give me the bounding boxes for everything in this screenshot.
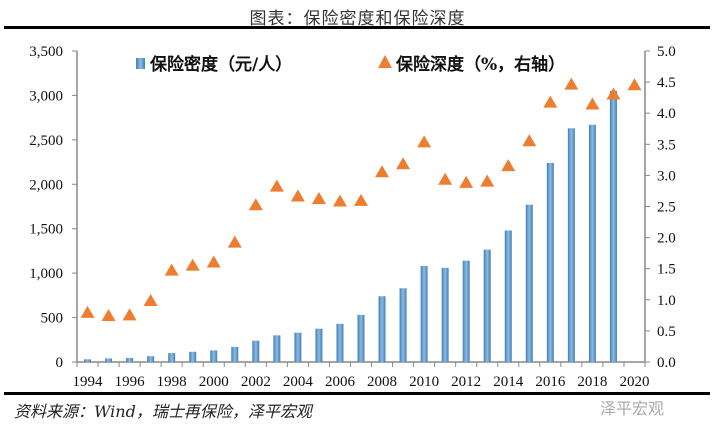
depth-marker-2020	[627, 78, 642, 91]
density-bar-2005	[315, 328, 323, 362]
depth-marker-2009	[396, 157, 411, 170]
x-tick-label: 2018	[577, 374, 607, 390]
depth-marker-2016	[543, 95, 558, 108]
depth-marker-1996	[122, 308, 137, 321]
right-tick-label: 1.0	[657, 293, 676, 309]
density-bar-1997	[147, 356, 155, 362]
depth-marker-2003	[269, 179, 284, 192]
depth-marker-2004	[290, 189, 305, 202]
legend-density-label: 保险密度（元/人）	[149, 54, 292, 75]
left-tick-label: 500	[41, 311, 64, 327]
density-bar-2011	[441, 267, 449, 362]
x-tick-label: 2004	[283, 374, 314, 390]
left-tick-label: 1,500	[29, 222, 63, 238]
left-tick-label: 2,500	[29, 133, 63, 149]
depth-marker-2005	[311, 192, 326, 205]
depth-marker-2006	[332, 194, 347, 207]
depth-marker-2007	[354, 193, 368, 206]
x-tick-label: 2008	[367, 374, 397, 390]
right-tick-label: 2.0	[657, 231, 676, 247]
depth-marker-2018	[585, 97, 600, 110]
left-tick-label: 3,500	[29, 44, 63, 60]
source-note: 资料来源：Wind，瑞士再保险，泽平宏观	[14, 402, 312, 421]
depth-marker-1994	[80, 305, 95, 318]
depth-marker-2011	[438, 172, 453, 185]
x-tick-label: 2000	[199, 374, 229, 390]
density-bar-2019	[609, 90, 617, 362]
right-tick-label: 0.0	[657, 355, 676, 371]
depth-marker-2012	[459, 175, 474, 188]
x-tick-label: 2012	[451, 374, 481, 390]
density-bar-2001	[231, 346, 239, 362]
depth-marker-2000	[206, 255, 221, 268]
x-tick-label: 2006	[325, 374, 356, 390]
x-tick-label: 2014	[493, 374, 524, 390]
legend-depth-label: 保险深度（%，右轴）	[395, 54, 565, 75]
right-tick-label: 0.5	[657, 324, 676, 340]
chart-title: 图表：保险密度和保险深度	[249, 9, 466, 29]
density-bar-2009	[399, 288, 407, 362]
right-tick-label: 4.5	[657, 75, 676, 91]
density-bar-2004	[294, 332, 302, 362]
depth-marker-1995	[101, 308, 116, 321]
depth-marker-2001	[227, 235, 242, 248]
depth-marker-2014	[501, 159, 516, 172]
density-bar-1999	[189, 351, 197, 362]
density-bar-2014	[504, 230, 512, 362]
density-bar-2003	[273, 335, 281, 362]
right-tick-label: 2.5	[657, 200, 676, 216]
right-tick-label: 5.0	[657, 44, 676, 60]
density-bar-1996	[126, 358, 134, 362]
density-bar-2007	[357, 314, 365, 362]
depth-marker-2002	[248, 198, 263, 211]
right-tick-label: 1.5	[657, 262, 676, 278]
left-tick-label: 1,000	[29, 266, 63, 282]
watermark: 泽平宏观	[600, 399, 665, 418]
density-bar-2010	[420, 266, 428, 362]
density-bar-2015	[525, 204, 533, 362]
depth-marker-1998	[164, 263, 179, 276]
density-bar-1998	[168, 353, 176, 362]
depth-marker-2008	[375, 165, 390, 178]
x-tick-label: 1998	[157, 374, 187, 390]
left-tick-label: 3,000	[29, 88, 63, 104]
density-bar-1994	[84, 359, 92, 362]
density-bar-2016	[546, 162, 554, 362]
depth-marker-2013	[480, 174, 495, 187]
x-tick-label: 1994	[73, 374, 104, 390]
right-tick-label: 3.0	[657, 168, 676, 184]
right-tick-label: 3.5	[657, 137, 676, 153]
density-bar-2002	[252, 340, 260, 362]
right-tick-label: 4.0	[657, 106, 676, 122]
density-bar-2008	[378, 296, 386, 362]
depth-marker-2017	[564, 77, 579, 90]
x-tick-label: 1996	[115, 374, 146, 390]
density-bar-2000	[210, 350, 218, 362]
density-bar-2013	[483, 249, 491, 362]
x-tick-label: 2010	[409, 374, 439, 390]
x-tick-label: 2020	[619, 374, 649, 390]
depth-marker-1999	[185, 258, 200, 271]
depth-marker-2015	[522, 134, 537, 147]
density-bar-2012	[462, 260, 470, 362]
depth-marker-1997	[143, 294, 158, 307]
density-bar-2018	[588, 124, 596, 362]
footer-divider	[4, 392, 710, 395]
title-divider	[4, 26, 710, 29]
left-tick-label: 2,000	[29, 177, 63, 193]
depth-marker-2019	[606, 87, 621, 100]
left-tick-label: 0	[56, 355, 64, 371]
density-bar-1995	[105, 358, 113, 362]
x-tick-label: 2016	[535, 374, 566, 390]
legend-bar-swatch	[136, 58, 145, 69]
density-bar-2017	[567, 128, 575, 362]
x-tick-label: 2002	[241, 374, 271, 390]
legend-triangle-swatch	[378, 55, 392, 68]
density-bar-2006	[336, 323, 344, 362]
depth-marker-2010	[417, 135, 432, 148]
